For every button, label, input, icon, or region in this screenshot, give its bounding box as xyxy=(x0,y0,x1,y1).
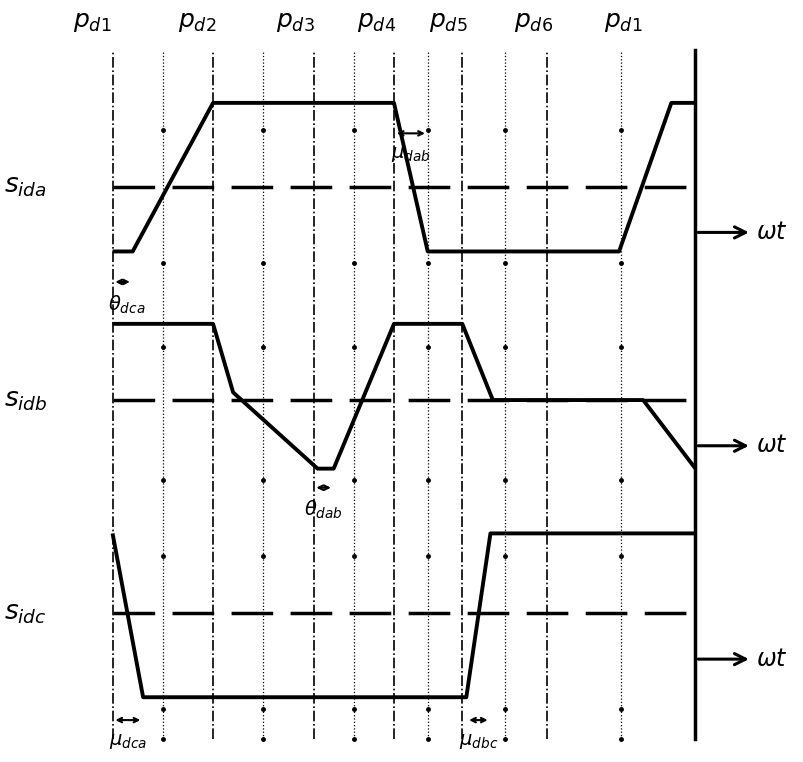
Text: $s_{idb}$: $s_{idb}$ xyxy=(4,388,47,412)
Text: $s_{ida}$: $s_{ida}$ xyxy=(4,174,47,199)
Text: $p_{d1}$: $p_{d1}$ xyxy=(603,11,642,34)
Text: $\mu_{dbc}$: $\mu_{dbc}$ xyxy=(459,732,497,751)
Text: $\theta_{dab}$: $\theta_{dab}$ xyxy=(304,499,343,521)
Text: $p_{d5}$: $p_{d5}$ xyxy=(429,11,467,34)
Text: $\mu_{dab}$: $\mu_{dab}$ xyxy=(390,145,430,164)
Text: $p_{d2}$: $p_{d2}$ xyxy=(177,11,216,34)
Text: $\omega t$: $\omega t$ xyxy=(755,221,787,244)
Text: $\mu_{dca}$: $\mu_{dca}$ xyxy=(108,732,147,751)
Text: $p_{d1}$: $p_{d1}$ xyxy=(73,11,112,34)
Text: $\omega t$: $\omega t$ xyxy=(755,434,787,457)
Text: $\omega t$: $\omega t$ xyxy=(755,648,787,671)
Text: $p_{d6}$: $p_{d6}$ xyxy=(513,11,552,34)
Text: $s_{idc}$: $s_{idc}$ xyxy=(4,601,47,626)
Text: $p_{d4}$: $p_{d4}$ xyxy=(357,11,395,34)
Text: $\theta_{dca}$: $\theta_{dca}$ xyxy=(108,293,145,315)
Text: $p_{d3}$: $p_{d3}$ xyxy=(276,11,315,34)
